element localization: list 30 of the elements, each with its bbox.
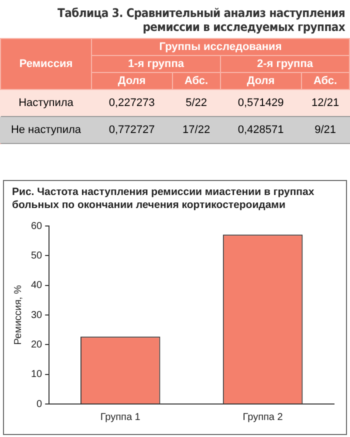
y-tick-label: 30 xyxy=(31,310,43,321)
text: 0,772727 xyxy=(92,116,172,144)
text: Наступила xyxy=(0,90,92,116)
y-tick-label: 40 xyxy=(31,280,43,292)
text: Не наступила xyxy=(0,116,92,144)
text: 17/22 xyxy=(172,116,220,144)
text: 0,428571 xyxy=(220,116,302,144)
y-tick-label: 10 xyxy=(31,369,43,380)
text: 1-я группа xyxy=(92,56,220,72)
y-tick-label: 0 xyxy=(36,398,43,410)
y-tick-label: 50 xyxy=(31,250,43,262)
text: 5/22 xyxy=(172,90,220,116)
x-tick-label: Группа 2 xyxy=(242,412,284,423)
text: Ремиссия xyxy=(0,38,92,90)
y-axis-title: Ремиссия, % xyxy=(12,285,24,345)
text: 9/21 xyxy=(301,116,350,144)
text: Абс. xyxy=(301,72,350,90)
text: Абс. xyxy=(172,72,220,90)
text: Группы исследования xyxy=(92,38,350,56)
x-tick-label: Группа 1 xyxy=(100,412,141,423)
text: 0,227273 xyxy=(92,90,172,116)
text: 0,571429 xyxy=(220,90,302,116)
text: Таблица 3. Сравнительный анализ наступления ремиссии в исследуемых группах xyxy=(56,5,346,36)
text: 12/21 xyxy=(301,90,350,116)
y-tick-label: 20 xyxy=(31,339,43,350)
text: Доля xyxy=(92,72,172,90)
text: Доля xyxy=(220,72,302,90)
chart-title: Рис. Частота наступления ремиссии миастении в группах больных по окончании лечения кортикостероидами xyxy=(11,185,316,212)
y-tick-label: 60 xyxy=(31,220,43,232)
text: 2-я группа xyxy=(220,56,350,72)
